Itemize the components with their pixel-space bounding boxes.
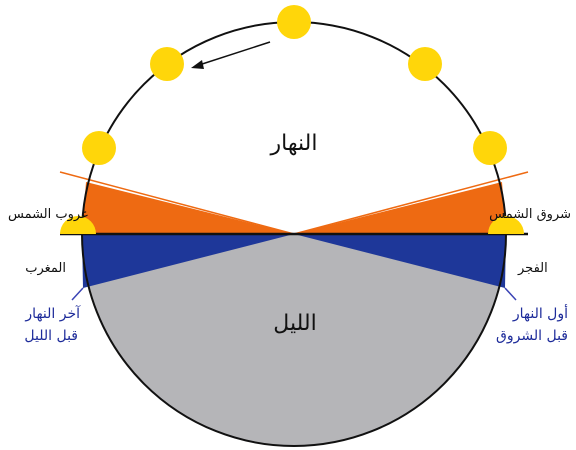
arrow-head-icon [191, 60, 204, 69]
dawn-wedge [294, 234, 506, 288]
sunrise-ray [293, 171, 529, 235]
sun-icon [473, 131, 507, 165]
day-label: النهار [270, 131, 318, 156]
sunset-sun-icon [60, 216, 96, 234]
maghrib-label: المغرب [25, 261, 66, 276]
end-of-day-label-1: آخر النهار [24, 305, 81, 322]
night-region [82, 234, 506, 446]
sunrise-label: شروق الشمس [489, 207, 571, 222]
sun-icon [408, 47, 442, 81]
start-of-day-label-2: قبل الشروق [496, 328, 568, 344]
dusk-pointer [71, 287, 84, 301]
sun-icon [150, 47, 184, 81]
sunset-ray [59, 171, 295, 235]
fajr-label: الفجر [517, 261, 548, 276]
start-of-day-label-1: أول النهار [512, 304, 568, 322]
sun-icon [277, 5, 311, 39]
night-label: الليل [273, 311, 316, 336]
sunset-wedge [82, 182, 294, 234]
sunset-label: غروب الشمس [8, 207, 88, 222]
end-of-day-label-2: قبل الليل [24, 328, 78, 344]
arrow-icon [195, 41, 271, 67]
sunrise-wedge [294, 182, 506, 234]
dawn-pointer [504, 287, 517, 301]
sunrise-sun-icon [488, 216, 524, 234]
dusk-wedge [82, 234, 294, 288]
sun-icon [82, 131, 116, 165]
